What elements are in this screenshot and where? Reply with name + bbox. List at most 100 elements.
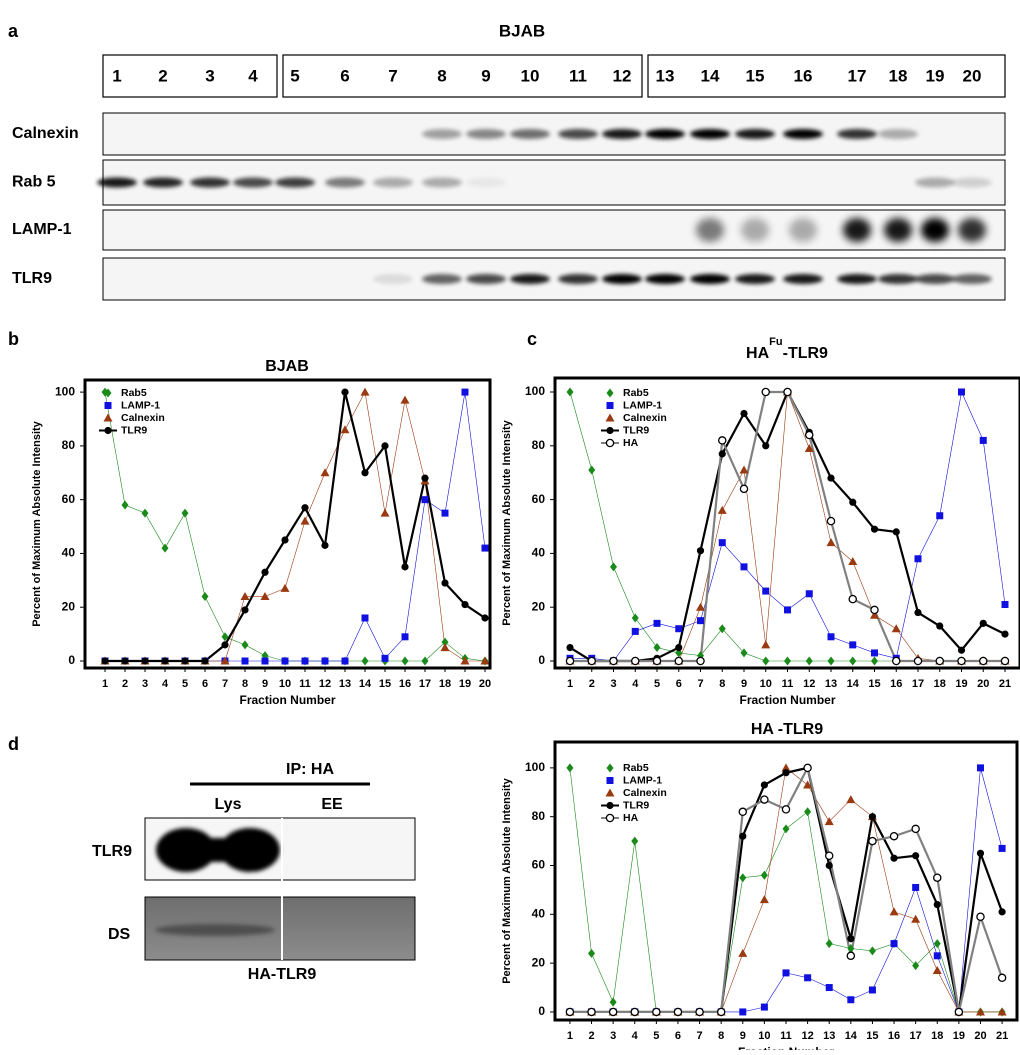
marker	[933, 873, 942, 882]
marker	[957, 656, 966, 666]
x-tick-label: 10	[760, 678, 772, 690]
blot-band	[952, 274, 992, 284]
x-tick-label: 5	[182, 678, 188, 690]
legend-marker	[605, 413, 615, 422]
marker	[421, 656, 429, 666]
legend-label: Calnexin	[121, 412, 165, 424]
fraction-label: 18	[889, 66, 908, 85]
x-tick-label: 12	[803, 678, 815, 690]
blot-band	[915, 274, 955, 284]
fraction-group	[282, 54, 643, 98]
blot-band	[97, 177, 137, 188]
marker	[848, 594, 857, 604]
x-tick-label: 14	[359, 678, 372, 690]
marker	[849, 656, 857, 666]
chart-title: HAFu-TLR9	[746, 336, 828, 362]
marker	[201, 591, 209, 601]
marker	[739, 484, 749, 494]
fraction-label: 16	[794, 66, 813, 85]
marker	[891, 656, 901, 666]
marker	[675, 625, 683, 633]
x-tick-label: 19	[955, 678, 967, 690]
marker	[361, 614, 369, 622]
blot-band	[690, 274, 730, 284]
blot-band	[741, 218, 769, 242]
marker	[997, 973, 1007, 983]
x-tick-label: 2	[589, 678, 595, 690]
marker	[825, 861, 833, 870]
fraction-label: 19	[926, 66, 945, 85]
marker	[804, 974, 812, 982]
marker	[998, 908, 1006, 916]
blot-band	[884, 218, 912, 242]
marker	[441, 509, 449, 517]
blot-band	[325, 177, 365, 188]
fraction-label: 8	[437, 66, 446, 85]
blot-title: BJAB	[499, 21, 545, 40]
row-label: Rab 5	[12, 174, 56, 191]
fraction-label: 20	[963, 66, 982, 85]
blot-band	[155, 924, 275, 936]
x-tick-label: 15	[379, 678, 391, 690]
blot-band	[143, 177, 183, 188]
marker	[870, 656, 878, 666]
y-tick-label: 80	[62, 438, 76, 452]
legend-marker	[605, 788, 615, 797]
marker	[868, 986, 876, 994]
blot-band	[915, 177, 955, 188]
marker	[848, 556, 858, 565]
fraction-label: 10	[521, 66, 540, 85]
marker	[760, 1003, 768, 1011]
blot-band	[789, 218, 817, 242]
panel-label: b	[8, 329, 19, 349]
marker	[892, 528, 900, 536]
marker	[566, 387, 574, 397]
marker	[321, 541, 329, 549]
marker	[587, 656, 597, 666]
marker	[975, 1007, 985, 1016]
legend-marker	[104, 426, 112, 435]
legend-label: TLR9	[121, 424, 147, 436]
legend-marker	[605, 813, 615, 823]
legend-marker	[606, 402, 614, 409]
x-tick-label: 4	[632, 678, 639, 690]
marker	[740, 409, 748, 418]
marker	[824, 817, 834, 826]
x-tick-label: 21	[996, 1030, 1008, 1042]
y-tick-label: 80	[532, 438, 546, 452]
y-tick-label: 60	[62, 492, 76, 506]
marker	[826, 538, 836, 547]
marker	[675, 643, 683, 652]
legend-marker	[606, 388, 614, 398]
marker	[141, 657, 149, 665]
marker	[739, 1008, 747, 1016]
legend-label: Rab5	[623, 387, 649, 399]
marker	[441, 637, 449, 647]
marker	[784, 656, 791, 666]
row-label: TLR9	[92, 843, 132, 860]
marker	[361, 469, 369, 477]
marker	[935, 656, 944, 666]
marker	[784, 606, 791, 614]
marker	[718, 624, 726, 634]
fraction-label: 2	[158, 66, 167, 85]
marker	[740, 563, 748, 571]
x-tick-label: 8	[242, 678, 248, 690]
y-tick-label: 20	[62, 599, 76, 613]
marker	[781, 805, 791, 814]
marker	[891, 624, 901, 633]
marker	[936, 622, 944, 630]
marker	[739, 832, 747, 840]
marker	[261, 657, 269, 665]
marker	[609, 656, 618, 666]
fraction-label: 15	[746, 66, 765, 85]
marker	[803, 780, 813, 789]
blot-band	[921, 218, 949, 242]
x-tick-label: 6	[675, 1030, 681, 1042]
marker	[762, 587, 770, 595]
marker	[933, 939, 941, 949]
blot-band	[783, 129, 823, 139]
fraction-label: 5	[290, 66, 299, 85]
y-tick-label: 40	[62, 546, 76, 560]
blot-band	[958, 218, 986, 242]
